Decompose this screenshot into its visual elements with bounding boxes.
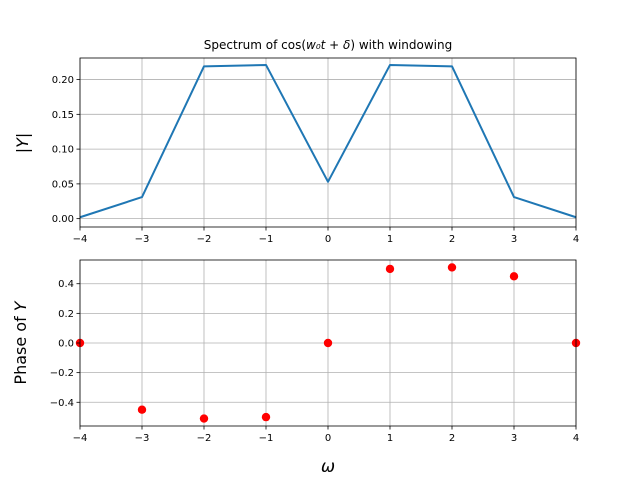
phase-y-label: Phase of Y bbox=[11, 300, 30, 384]
phase-y-tick-label: 0.4 bbox=[58, 279, 74, 290]
phase-y-tick-label: −0.2 bbox=[50, 368, 74, 379]
magnitude-y-tick-label: 0.10 bbox=[52, 145, 74, 156]
magnitude-y-label: |Y| bbox=[13, 133, 32, 154]
magnitude-x-tick-label: −4 bbox=[73, 234, 88, 245]
phase-x-tick-label: 0 bbox=[325, 433, 331, 444]
magnitude-x-tick-label: −3 bbox=[135, 234, 150, 245]
magnitude-y-tick-label: 0.05 bbox=[52, 179, 74, 190]
phase-x-label: ω bbox=[321, 457, 335, 477]
magnitude-grid bbox=[79, 58, 577, 227]
magnitude-x-tick-label: 4 bbox=[573, 234, 579, 245]
phase-x-tick-label: −4 bbox=[73, 433, 88, 444]
phase-x-ticks: −4 −3 −2 −1 0 1 2 3 4 bbox=[73, 426, 579, 444]
magnitude-series-line bbox=[79, 63, 577, 219]
phase-panel: −4 −3 −2 −1 0 1 2 3 4 −0.4 −0.2 0.0 0.2 0.4 Phase of… bbox=[11, 259, 581, 477]
magnitude-y-tick-label: 0.15 bbox=[52, 110, 74, 121]
phase-x-tick-label: −1 bbox=[259, 433, 274, 444]
magnitude-x-tick-label: −2 bbox=[197, 234, 212, 245]
phase-point bbox=[199, 414, 209, 423]
magnitude-x-tick-label: 2 bbox=[449, 234, 455, 245]
phase-series-points bbox=[75, 263, 581, 423]
phase-x-tick-label: −2 bbox=[197, 433, 212, 444]
magnitude-x-ticks: −4 −3 −2 −1 0 1 2 3 4 bbox=[73, 227, 579, 245]
magnitude-y-ticks: 0.00 0.05 0.10 0.15 0.20 bbox=[52, 75, 80, 225]
phase-y-ticks: −0.4 −0.2 0.0 0.2 0.4 bbox=[50, 279, 80, 409]
phase-point bbox=[261, 412, 271, 422]
magnitude-panel: Spectrum of cos(w₀t + δ) with windowing … bbox=[13, 38, 579, 245]
magnitude-x-tick-label: 3 bbox=[511, 234, 517, 245]
phase-x-tick-label: 3 bbox=[511, 433, 517, 444]
phase-x-tick-label: 4 bbox=[573, 433, 579, 444]
phase-point bbox=[137, 405, 147, 414]
phase-point bbox=[323, 338, 333, 348]
magnitude-y-tick-label: 0.00 bbox=[52, 214, 74, 225]
phase-y-tick-label: −0.4 bbox=[50, 398, 74, 409]
magnitude-y-tick-label: 0.20 bbox=[52, 75, 74, 86]
magnitude-title: Spectrum of cos(w₀t + δ) with windowing bbox=[204, 38, 452, 52]
phase-point bbox=[509, 272, 519, 281]
magnitude-x-tick-label: 1 bbox=[387, 234, 393, 245]
phase-point bbox=[385, 264, 395, 274]
phase-point bbox=[447, 263, 457, 272]
phase-x-tick-label: −3 bbox=[135, 433, 150, 444]
phase-x-tick-label: 1 bbox=[387, 433, 393, 444]
magnitude-x-tick-label: 0 bbox=[325, 234, 331, 245]
phase-y-tick-label: 0.0 bbox=[58, 339, 74, 350]
phase-y-tick-label: 0.2 bbox=[58, 309, 74, 320]
magnitude-x-tick-label: −1 bbox=[259, 234, 274, 245]
phase-x-tick-label: 2 bbox=[449, 433, 455, 444]
